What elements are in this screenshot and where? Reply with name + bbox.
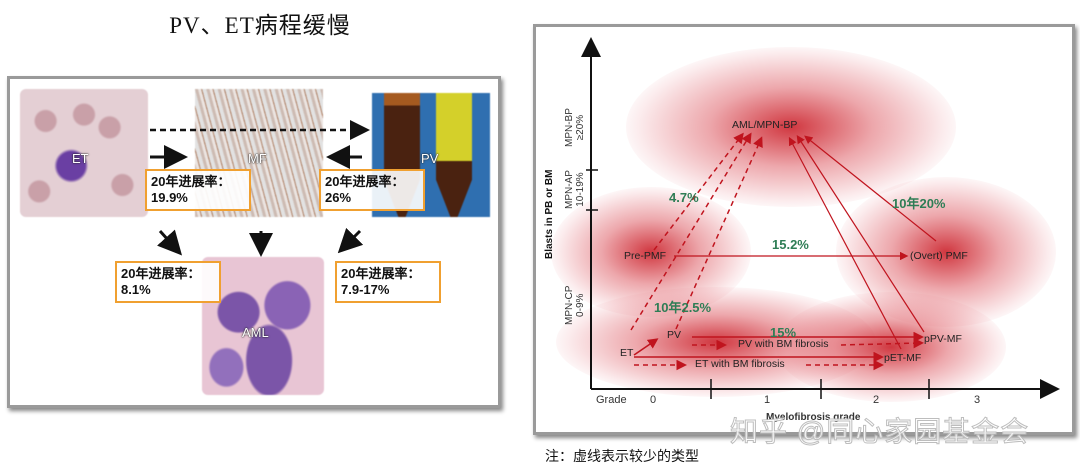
- y-tick-cp: MPN-CP 0-9%: [564, 285, 586, 325]
- et-label: ET: [72, 151, 89, 166]
- aml-label: AML: [242, 325, 269, 340]
- rate-box-et-aml: 20年进展率： 8.1%: [115, 261, 221, 303]
- arrows-icon: [150, 120, 370, 257]
- pct-10y-2-5: 10年2.5%: [654, 300, 712, 315]
- x-axis-title: Myelofibrosis grade: [766, 412, 861, 423]
- et-cell-image: [20, 89, 148, 217]
- footnote: 注：虚线表示较少的类型: [545, 450, 699, 465]
- node-overt-pmf: (Overt) PMF: [910, 250, 968, 262]
- node-pv-bm-fibrosis: PV with BM fibrosis: [738, 338, 829, 350]
- pct-15: 15%: [770, 325, 797, 340]
- rate-box-pv-aml: 20年进展率： 7.9-17%: [335, 261, 441, 303]
- heat-ppv-pet: [776, 292, 1006, 402]
- pv-label: PV: [421, 151, 439, 166]
- x-tick-3: 3: [974, 394, 981, 406]
- rate-box-pv-mf: 20年进展率： 26%: [319, 169, 425, 211]
- x-tick-0: 0: [650, 394, 657, 406]
- watermark: 知乎 @同心家园基金会: [729, 416, 1030, 448]
- node-pv: PV: [667, 329, 682, 341]
- aml-cell-image: [202, 257, 324, 395]
- diagram-lines: [581, 37, 1060, 399]
- x-tick-1: 1: [764, 394, 771, 406]
- rate-box-et-mf: 20年进展率： 19.9%: [145, 169, 251, 211]
- node-et-bm-fibrosis: ET with BM fibrosis: [695, 358, 785, 370]
- mpn-progression-diagram: Blasts in PB or BM MPN-BP ≥20% MPN-AP 10-1…: [533, 24, 1075, 435]
- node-et: ET: [620, 347, 634, 359]
- pct-15-2: 15.2%: [772, 237, 809, 252]
- heat-aml: [626, 47, 956, 207]
- mf-label: MF: [248, 151, 267, 166]
- node-aml-mpn-bp: AML/MPN-BP: [732, 119, 798, 131]
- node-pre-pmf: Pre-PMF: [624, 250, 666, 262]
- node-pet-mf: pET-MF: [884, 352, 922, 364]
- y-tick-bp: MPN-BP ≥20%: [564, 108, 586, 147]
- x-tick-grade: Grade: [596, 394, 627, 406]
- pct-10y-20: 10年20%: [892, 196, 946, 211]
- left-title: PV、ET病程缓慢: [169, 13, 351, 38]
- y-axis-title: Blasts in PB or BM: [544, 169, 555, 259]
- pct-4-7: 4.7%: [669, 190, 699, 205]
- x-tick-2: 2: [873, 394, 880, 406]
- y-tick-ap: MPN-AP 10-19%: [564, 170, 586, 209]
- node-ppv-mf: pPV-MF: [924, 333, 962, 345]
- progression-figure: ET MF PV AML 20年进展率： 19.9% 20年进展率： 26% 20年…: [7, 76, 501, 408]
